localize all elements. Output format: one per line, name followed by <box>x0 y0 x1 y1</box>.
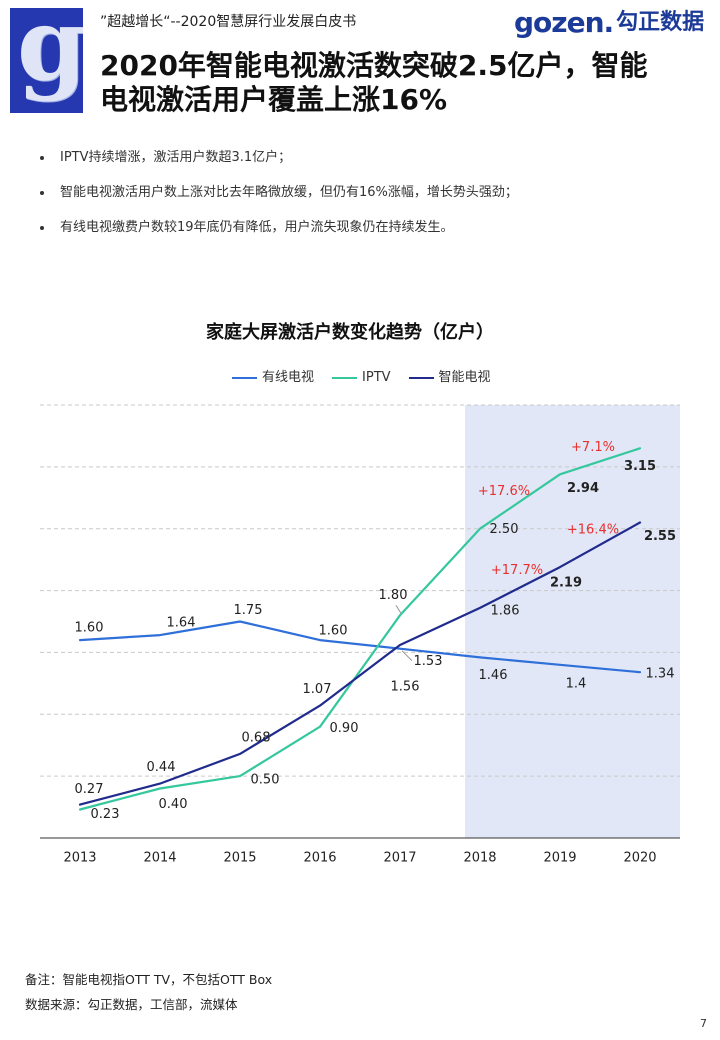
data-label-iptv: 0.50 <box>251 773 280 788</box>
data-label-leader-line <box>395 605 402 614</box>
x-tick-label: 2013 <box>63 851 96 866</box>
data-label-iptv: 0.40 <box>159 797 188 812</box>
legend-line-icon <box>232 377 257 379</box>
logo-letter-g: g <box>17 8 83 103</box>
data-label-smart-tv: 0.27 <box>75 782 104 797</box>
legend-line-icon <box>332 377 358 379</box>
data-label-leader-line <box>401 650 413 662</box>
brand-logo-latin: gozen. <box>514 6 614 39</box>
x-tick-label: 2019 <box>543 851 576 866</box>
list-item-text: 有线电视缴费户数较19年底仍有降低，用户流失现象仍在持续发生。 <box>60 220 454 235</box>
data-label-cable-tv: 1.64 <box>167 616 196 631</box>
report-logo: g <box>10 8 83 113</box>
chart-legend: 有线电视 IPTV 智能电视 <box>232 370 491 386</box>
data-source: 数据来源：勾正数据，工信部，流媒体 <box>25 997 238 1012</box>
chart-plot-area: 2013 2014 2015 2016 2017 2018 2019 2020 1.60 1.64… <box>40 404 680 866</box>
data-label-smart-tv: 1.56 <box>391 680 420 695</box>
legend-line-icon <box>408 377 434 379</box>
data-label-iptv: 1.80 <box>379 588 408 603</box>
data-label-smart-tv: 0.68 <box>242 730 271 745</box>
bullet-dot-icon <box>40 191 44 195</box>
legend-label: IPTV <box>362 370 391 385</box>
data-label-cable-tv: 1.53 <box>414 654 443 669</box>
series-line-smart-tv <box>78 521 642 806</box>
brand-logo: gozen. 勾正数据 <box>514 6 704 40</box>
chart-title: 家庭大屏激活户数变化趋势（亿户） <box>206 322 494 343</box>
list-item: 有线电视缴费户数较19年底仍有降低，用户流失现象仍在持续发生。 <box>0 219 720 254</box>
data-label-cable-tv: 1.75 <box>234 603 263 618</box>
brand-logo-chinese: 勾正数据 <box>616 10 705 35</box>
legend-label: 智能电视 <box>438 370 491 385</box>
data-label-smart-tv: 1.07 <box>303 682 332 697</box>
data-label-cable-tv: 1.60 <box>319 624 348 639</box>
data-label-smart-tv: 1.86 <box>491 603 520 618</box>
legend-item-smart-tv: 智能电视 <box>408 370 491 386</box>
growth-annotation-iptv: +17.6% <box>478 484 530 499</box>
series-line-cable-tv <box>78 620 642 674</box>
growth-annotation-iptv: +7.1% <box>571 440 615 455</box>
x-tick-label: 2017 <box>383 851 416 866</box>
page-title-line-2: 电视激活用户覆盖上涨16% <box>100 83 448 116</box>
list-item: IPTV持续增涨，激活用户数超3.1亿户； <box>0 149 720 184</box>
x-tick-label: 2015 <box>223 851 256 866</box>
growth-annotation-smart-tv: +16.4% <box>567 522 619 537</box>
page-number: 7 <box>700 1017 707 1030</box>
growth-annotation-smart-tv: +17.7% <box>491 563 543 578</box>
footnote: 备注：智能电视指OTT TV，不包括OTT Box <box>25 972 273 987</box>
data-label-iptv: 0.23 <box>91 807 120 822</box>
page-title: 2020年智能电视激活数突破2.5亿户，智能 电视激活用户覆盖上涨16% <box>100 49 648 117</box>
x-tick-label: 2018 <box>463 851 496 866</box>
data-label-smart-tv: 0.44 <box>147 760 176 775</box>
legend-item-cable-tv: 有线电视 <box>232 370 314 386</box>
list-item-text: 智能电视激活用户数上涨对比去年略微放缓，但仍有16%涨幅，增长势头强劲； <box>60 185 518 200</box>
data-label-cable-tv: 1.34 <box>646 667 675 682</box>
x-tick-label: 2016 <box>303 851 336 866</box>
data-label-iptv: 2.50 <box>490 522 519 537</box>
page-title-line-1: 2020年智能电视激活数突破2.5亿户，智能 <box>100 49 648 82</box>
data-label-iptv: 3.15 <box>624 459 656 474</box>
data-label-smart-tv: 2.55 <box>644 529 676 544</box>
x-tick-label: 2020 <box>623 851 656 866</box>
bullet-dot-icon <box>40 156 44 160</box>
x-tick-label: 2014 <box>143 851 176 866</box>
data-label-iptv: 0.90 <box>330 721 359 736</box>
highlight-band <box>465 405 680 838</box>
list-item-text: IPTV持续增涨，激活用户数超3.1亿户； <box>60 150 292 165</box>
bullet-dot-icon <box>40 226 44 230</box>
data-label-smart-tv: 2.19 <box>550 576 582 591</box>
legend-label: 有线电视 <box>262 370 315 385</box>
data-label-iptv: 2.94 <box>567 481 599 496</box>
data-label-cable-tv: 1.4 <box>566 676 587 691</box>
key-findings-list: IPTV持续增涨，激活用户数超3.1亿户； 智能电视激活用户数上涨对比去年略微放… <box>0 149 720 254</box>
data-label-cable-tv: 1.60 <box>75 621 104 636</box>
series-line-iptv <box>78 447 642 811</box>
list-item: 智能电视激活用户数上涨对比去年略微放缓，但仍有16%涨幅，增长势头强劲； <box>0 184 720 219</box>
data-label-cable-tv: 1.46 <box>479 668 508 683</box>
report-name: ”超越增长“--2020智慧屏行业发展白皮书 <box>100 14 357 30</box>
legend-item-iptv: IPTV <box>332 370 391 386</box>
